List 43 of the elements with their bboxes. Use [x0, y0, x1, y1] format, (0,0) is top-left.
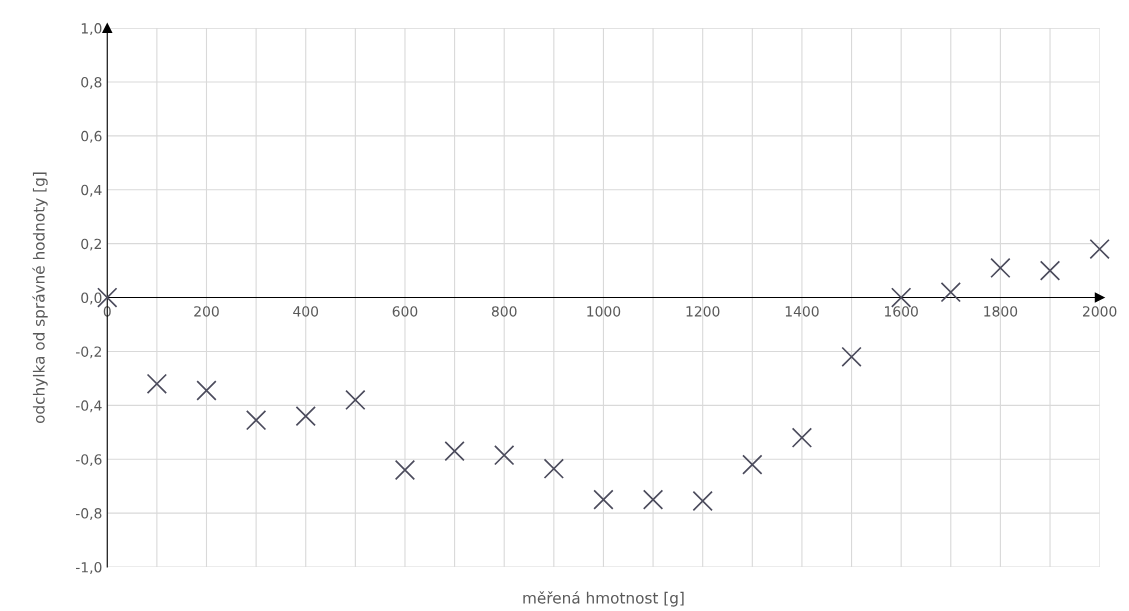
point [345, 389, 366, 411]
point [394, 459, 416, 481]
point [990, 257, 1011, 279]
y-tick-label: -1,0 [75, 561, 102, 574]
point [245, 410, 267, 431]
point [791, 427, 813, 448]
x-tick-label: 1600 [885, 306, 918, 317]
point [295, 405, 316, 427]
y-axis-title: odchylka od správné hodnoty [g] [32, 172, 48, 424]
x-tick-label: 800 [491, 306, 517, 317]
point [642, 489, 664, 510]
point [1039, 260, 1061, 281]
x-tick-label: 1400 [785, 306, 819, 317]
x-tick-label: 400 [293, 306, 319, 317]
y-tick-label: -0,8 [75, 508, 102, 521]
y-tick-label: 0,8 [81, 76, 102, 89]
x-axis-title: měřená hmotnost [g] [523, 591, 684, 607]
x-tick-label: 1800 [984, 306, 1018, 317]
point [543, 458, 564, 479]
y-tick-label: 0,0 [81, 292, 102, 305]
y-tick-label: -0,6 [75, 454, 102, 467]
point [593, 489, 614, 510]
point [146, 373, 168, 394]
x-tick-label: 200 [194, 306, 219, 317]
point [692, 490, 713, 512]
y-tick-label: -0,2 [75, 346, 101, 359]
point [1089, 238, 1110, 260]
point [444, 440, 465, 462]
point [891, 287, 912, 308]
point [940, 282, 961, 303]
point [494, 445, 515, 466]
point [196, 380, 217, 401]
x-tick-label: 1200 [686, 306, 720, 317]
y-tick-label: -0,4 [75, 400, 102, 413]
y-tick-label: 0,6 [81, 130, 102, 143]
point [742, 454, 763, 475]
point [841, 346, 862, 367]
y-tick-label: 0,2 [81, 238, 101, 251]
y-tick-label: 1,0 [81, 23, 102, 35]
x-tick-label: 2000 [1082, 306, 1117, 317]
y-tick-label: 0,4 [81, 184, 102, 197]
x-tick-label: 600 [392, 306, 418, 317]
x-tick-label: 1000 [587, 306, 621, 317]
